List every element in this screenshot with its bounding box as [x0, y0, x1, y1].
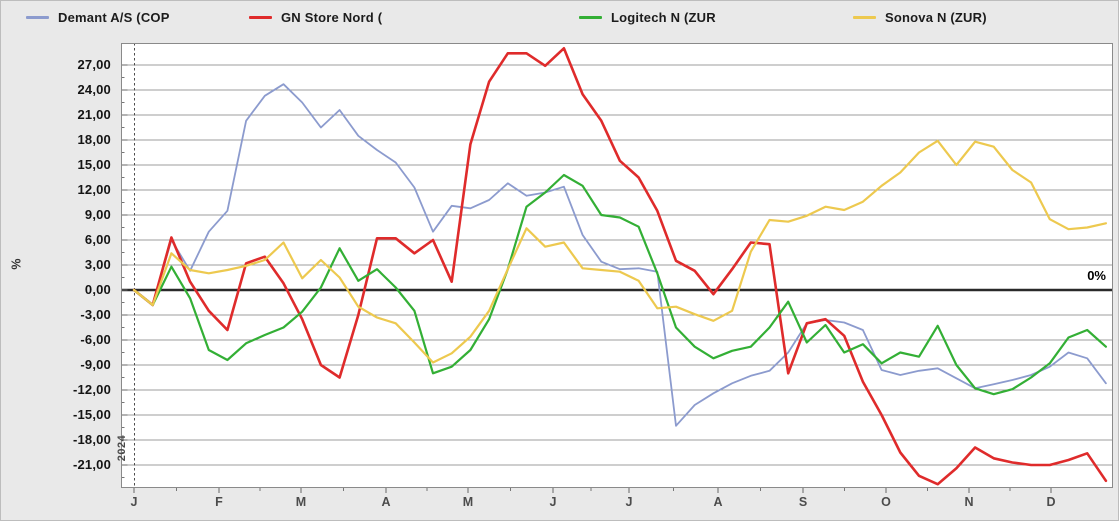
- x-tick-label-month: D: [1046, 495, 1056, 509]
- x-tick-label-month: J: [549, 495, 557, 509]
- x-tick-label-month: F: [215, 495, 223, 509]
- y-tick-label: 15,00: [77, 157, 111, 172]
- y-tick-label: 3,00: [84, 257, 111, 272]
- series-line-gn-store-nord[interactable]: [132, 46, 1108, 486]
- legend-label: GN Store Nord (: [281, 9, 383, 25]
- legend-label: Sonova N (ZUR): [885, 9, 987, 25]
- chart-plot-area[interactable]: [121, 43, 1113, 505]
- zero-percent-label: 0%: [1087, 268, 1106, 283]
- x-tick-label-month: M: [462, 495, 474, 509]
- y-tick-label: -15,00: [72, 406, 111, 422]
- x-tick-label-month: J: [625, 495, 633, 509]
- y-tick-label: -21,00: [72, 456, 111, 472]
- x-tick-label-month: A: [381, 495, 391, 509]
- y-tick-label: 21,00: [77, 107, 111, 122]
- y-tick-label: -9,00: [80, 356, 111, 372]
- legend-item-demant[interactable]: Demant A/S (COP: [26, 1, 170, 33]
- series-line-demant[interactable]: [133, 83, 1107, 427]
- y-tick-label: -18,00: [72, 431, 111, 447]
- legend-line-marker: [579, 15, 602, 19]
- x-tick-label-month: A: [713, 495, 723, 509]
- legend-label: Logitech N (ZUR: [611, 9, 716, 25]
- legend-line-marker: [249, 15, 272, 19]
- year-start-label: 2024: [116, 434, 128, 462]
- legend-item-gn-store-nord[interactable]: GN Store Nord (: [249, 1, 382, 33]
- legend-item-sonova[interactable]: Sonova N (ZUR): [853, 1, 987, 33]
- legend-line-marker: [26, 15, 49, 19]
- y-tick-label: 0,00: [84, 282, 111, 297]
- x-tick-label-month: J: [130, 495, 138, 509]
- x-tick-label-month: O: [881, 495, 891, 509]
- y-tick-label: 18,00: [77, 132, 111, 147]
- y-tick-label: -6,00: [80, 331, 111, 347]
- y-tick-label: 27,00: [77, 57, 111, 72]
- x-tick-label-month: S: [798, 495, 808, 509]
- chart-legend: Demant A/S (COP GN Store Nord ( Logitech N…: [1, 1, 1118, 35]
- series-line-logitech[interactable]: [132, 173, 1108, 396]
- y-tick-label: -3,00: [80, 306, 111, 322]
- y-tick-label: 6,00: [84, 232, 111, 247]
- y-tick-label: 24,00: [77, 82, 111, 97]
- plot-border: [121, 43, 1113, 488]
- y-tick-label: 9,00: [84, 207, 111, 222]
- y-tick-label: -12,00: [72, 381, 111, 397]
- legend-line-marker: [853, 15, 876, 19]
- x-tick-label-month: N: [964, 495, 974, 509]
- series-line-sonova[interactable]: [132, 139, 1108, 364]
- legend-item-logitech[interactable]: Logitech N (ZUR: [579, 1, 716, 33]
- legend-label: Demant A/S (COP: [58, 9, 170, 25]
- x-tick-label-month: M: [295, 495, 307, 509]
- y-tick-label: 12,00: [77, 182, 111, 197]
